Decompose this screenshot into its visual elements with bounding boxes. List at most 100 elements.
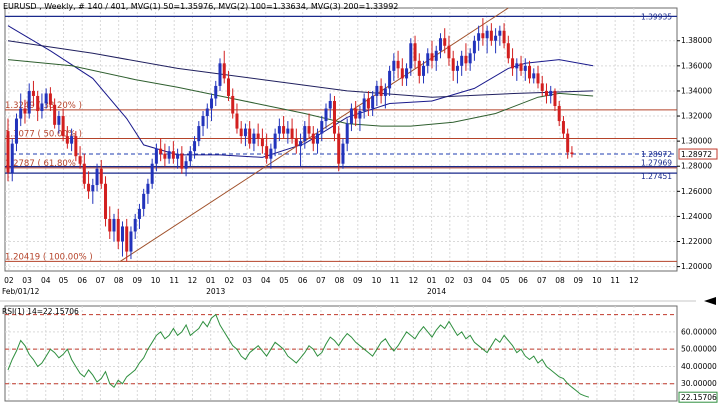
candle-body: [31, 90, 35, 96]
candle-body: [27, 90, 31, 114]
candle-body: [14, 118, 18, 144]
x-tick-label: 10: [592, 276, 602, 285]
x-tick-label: 11: [169, 276, 179, 285]
candle-body: [235, 113, 239, 129]
candle-body: [523, 65, 527, 71]
x-tick-label: 09: [133, 276, 143, 285]
candle-body: [366, 98, 370, 109]
rsi-title: RSI(1) 14=22.15706: [2, 307, 79, 316]
x-tick-label: 03: [22, 276, 32, 285]
candle-body: [324, 108, 328, 122]
x-tick-label: 12: [629, 276, 639, 285]
candle-body: [146, 183, 150, 194]
candle-body: [248, 128, 252, 144]
candle-body: [307, 126, 311, 134]
x-tick-label: 07: [96, 276, 106, 285]
x-tick-label: 05: [59, 276, 69, 285]
y-tick-label: 1.30000: [681, 137, 712, 146]
candle-body: [341, 143, 345, 164]
x-tick-label: 01: [427, 276, 437, 285]
y-tick-label: 1.28000: [681, 162, 712, 171]
x-tick-label: 11: [610, 276, 620, 285]
rsi-y-tick-label: 50.00000: [681, 345, 717, 354]
candle-body: [400, 68, 404, 79]
x-tick-label: 05: [500, 276, 510, 285]
candle-body: [434, 50, 438, 61]
candle-body: [205, 108, 209, 117]
candle-body: [48, 93, 52, 105]
candle-body: [566, 133, 570, 153]
candle-body: [256, 133, 260, 139]
candle-body: [74, 136, 78, 157]
candle-body: [540, 83, 544, 91]
candle-body: [226, 78, 230, 96]
start-date-label: Feb/01/12: [2, 287, 40, 296]
candle-body: [532, 73, 536, 79]
y-tick-label: 1.20000: [681, 262, 712, 271]
scroll-arrow-icon[interactable]: [696, 296, 720, 306]
x-tick-label: 08: [114, 276, 124, 285]
candle-body: [557, 105, 561, 122]
candle-body: [210, 98, 214, 109]
candle-body: [286, 128, 290, 134]
candle-body: [354, 108, 358, 119]
candle-body: [383, 88, 387, 96]
fib-level-label: 1.3077 ( 50.00% ): [5, 129, 82, 139]
candle-body: [61, 116, 65, 137]
candle-body: [150, 163, 154, 184]
y-tick-label: 1.22000: [681, 237, 712, 246]
candle-body: [180, 153, 184, 169]
fib-level-label: 1.2787 ( 61.80% ): [5, 159, 82, 169]
candle-body: [405, 68, 409, 79]
price-panel-frame: [4, 7, 678, 272]
candle-body: [125, 226, 129, 252]
candle-body: [371, 95, 375, 109]
candle-body: [388, 70, 392, 89]
candle-body: [316, 133, 320, 144]
candle-body: [108, 218, 112, 232]
rsi-y-tick-label: 60.00000: [681, 327, 717, 336]
y-tick-label: 1.34000: [681, 86, 712, 95]
candle-body: [171, 151, 175, 159]
x-tick-label: 05: [279, 276, 289, 285]
candle-body: [528, 65, 532, 79]
candle-body: [430, 53, 434, 61]
x-tick-label: 06: [298, 276, 308, 285]
candle-body: [464, 55, 468, 64]
candle-body: [392, 60, 396, 71]
rsi-y-tick-label: 30.00000: [681, 379, 717, 388]
candle-body: [116, 218, 120, 242]
candle-body: [345, 123, 349, 144]
candle-body: [320, 121, 324, 134]
candle-body: [337, 133, 341, 164]
x-tick-label: 12: [409, 276, 419, 285]
candle-body: [243, 128, 247, 137]
chart-title: EURUSD , Weekly, # 140 / 401, MVG(1) 50=…: [3, 2, 398, 11]
fib-level-label: 1.20419 ( 100.00% ): [5, 252, 93, 262]
candle-body: [36, 95, 40, 112]
x-tick-label: 01: [206, 276, 216, 285]
candle-body: [481, 33, 485, 39]
candle-body: [438, 38, 442, 51]
candle-body: [426, 53, 430, 66]
x-tick-label: 07: [316, 276, 326, 285]
candle-body: [515, 63, 519, 69]
rsi-y-tick-label: 40.00000: [681, 362, 717, 371]
candle-body: [485, 30, 489, 39]
candle-body: [78, 156, 82, 164]
candles: [6, 18, 574, 262]
price-level-label: 1.28972: [641, 150, 672, 159]
candle-body: [57, 116, 61, 125]
candle-body: [561, 121, 565, 134]
candle-body: [129, 231, 133, 252]
rsi-series: [7, 313, 590, 398]
candle-body: [10, 143, 14, 173]
x-tick-label: 11: [390, 276, 400, 285]
candle-body: [260, 138, 264, 147]
x-tick-label: 10: [151, 276, 161, 285]
candle-body: [188, 151, 192, 162]
candle-body: [120, 226, 124, 242]
candle-body: [443, 38, 447, 46]
